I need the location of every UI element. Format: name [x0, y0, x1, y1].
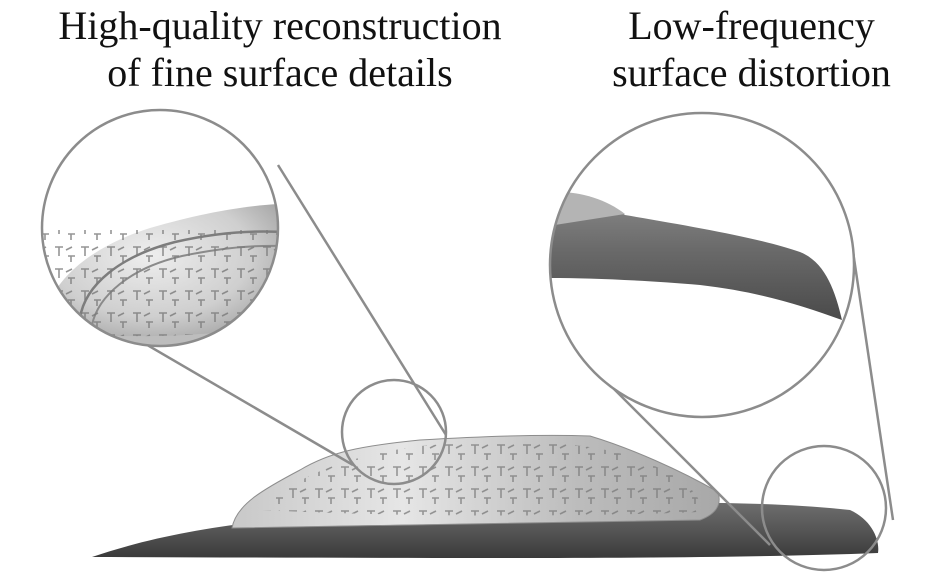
caption-fine-details-line1: High-quality reconstruction: [58, 3, 502, 48]
zoom-circle-surface-distortion: [548, 111, 856, 419]
callout-circles: [40, 108, 888, 572]
callout-connectors: [112, 164, 895, 546]
caption-surface-distortion-line2: surface distortion: [612, 50, 891, 95]
caption-fine-details-line2: of fine surface details: [107, 50, 453, 95]
caption-fine-details: High-quality reconstruction of fine surf…: [0, 2, 560, 96]
zoom-surface-distortion: [550, 113, 854, 417]
caption-surface-distortion-line1: Low-frequency: [628, 3, 875, 48]
highlight-circle-tablet-edge: [340, 378, 448, 486]
tablet-inscriptions: [262, 442, 701, 516]
caption-surface-distortion: Low-frequency surface distortion: [575, 2, 928, 96]
highlight-circle-surface-corner: [760, 444, 888, 572]
zoom-circle-fine-details: [40, 108, 280, 348]
